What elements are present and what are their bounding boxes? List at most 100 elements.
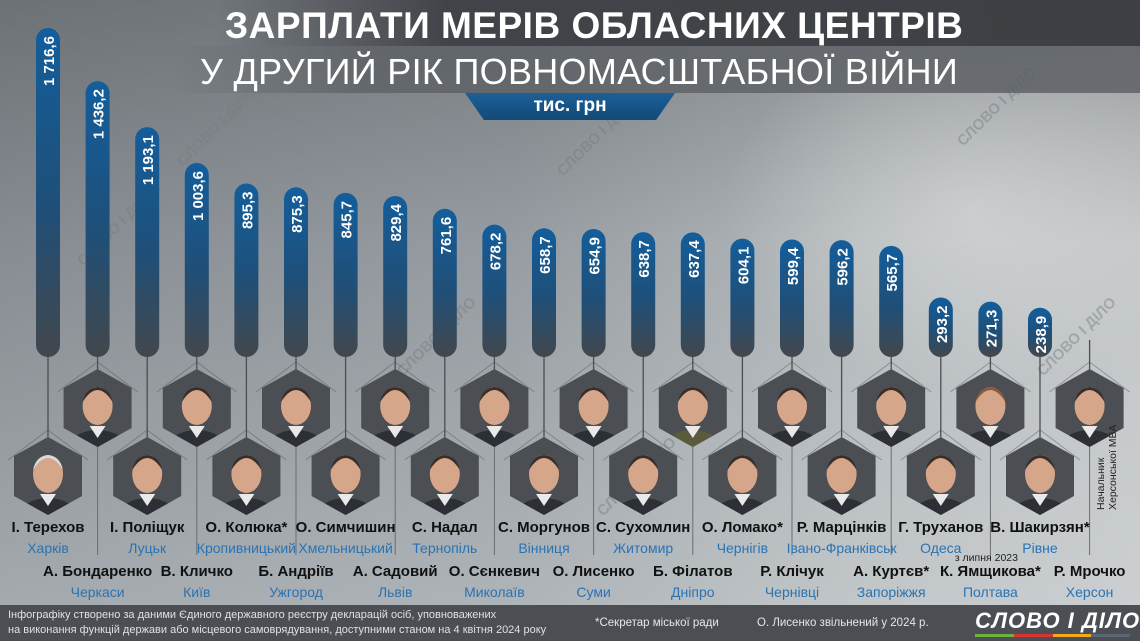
city-name: Чернівці: [765, 584, 819, 600]
bar-value-label: 678,2: [487, 233, 504, 271]
bar-value-label: 761,6: [438, 217, 455, 255]
logo-stripe-segment: [1013, 634, 1053, 637]
name-labels: І. Терехов Харків А. Бондаренко Черкаси І. П…: [12, 425, 1126, 600]
source-line-1: Інфографіку створено за даними Єдиного д…: [8, 609, 497, 621]
bars: 1 716,6 1 436,2 1 193,1 1 003,6 895,3 875,3 84…: [36, 28, 1052, 358]
mayor-name: Г. Труханов: [898, 519, 983, 536]
mayor-name: А. Садовий: [353, 563, 438, 580]
mayor-name: Р. Марцінків: [797, 519, 887, 536]
bar: [284, 187, 308, 357]
city-name: Рівне: [1022, 540, 1058, 556]
bar: [36, 28, 60, 357]
bar: [184, 162, 209, 357]
logo-stripe-segment: [975, 634, 1014, 637]
title-band: ЗАРПЛАТИ МЕРІВ ОБЛАСНИХ ЦЕНТРІВ: [215, 0, 1140, 46]
mayor-name: С. Моргунов: [498, 519, 590, 536]
logo-stripe: [975, 634, 1130, 637]
city-name: Львів: [378, 584, 412, 600]
mayor-name: К. Ямщикова*: [940, 563, 1041, 580]
bar: [135, 127, 160, 358]
hex-outline: [602, 429, 684, 461]
mayor-name: В. Кличко: [161, 563, 233, 580]
mayor-note: з липня 2023: [955, 552, 1018, 564]
hex-outline: [553, 361, 634, 393]
hex-outline: [850, 361, 932, 393]
subtitle-band: У ДРУГИЙ РІК ПОВНОМАСШТАБНОЇ ВІЙНИ: [170, 46, 1140, 93]
mayor-name: Б. Філатов: [653, 563, 733, 580]
city-name: Суми: [576, 584, 610, 600]
hex-outline: [1049, 361, 1130, 393]
bar-value-label: 1 436,2: [91, 89, 108, 139]
bar: [780, 239, 804, 357]
hex-outline: [57, 361, 138, 393]
bar-value-label: 637,4: [686, 240, 703, 278]
bar-value-label: 238,9: [1033, 316, 1050, 354]
mayor-name: Б. Андріїв: [258, 563, 333, 580]
bar: [631, 232, 656, 357]
mayor-name: І. Поліщук: [110, 519, 185, 536]
bar: [829, 240, 854, 357]
mayor-name: О. Сєнкевич: [449, 563, 540, 580]
bar-value-label: 599,4: [785, 247, 802, 285]
hex-outline: [404, 429, 486, 461]
portraits: [14, 369, 1124, 515]
city-name: Київ: [183, 584, 210, 600]
bar-value-label: 895,3: [239, 191, 256, 229]
hex-outline: [999, 429, 1081, 461]
bar-value-label: 1 003,6: [190, 171, 207, 221]
city-name: Миколаїв: [464, 584, 525, 600]
city-name: Вінниця: [518, 540, 569, 556]
mayor-name: О. Колюка*: [205, 519, 287, 536]
bar: [581, 229, 606, 357]
bar: [383, 195, 408, 357]
city-name: Запоріжжя: [857, 584, 926, 600]
bar: [333, 192, 358, 357]
city-name: Луцьк: [128, 540, 167, 556]
mayor-name: В. Шакирзян*: [990, 519, 1090, 536]
bar-value-label: 604,1: [735, 247, 752, 285]
logo-stripe-segment: [1052, 634, 1092, 637]
city-name: Житомир: [613, 540, 673, 556]
mayor-name: О. Ломако*: [702, 519, 783, 536]
bar-value-label: 829,4: [388, 203, 405, 241]
hex-outline: [156, 361, 238, 393]
mayor-name: С. Сухомлин: [596, 519, 690, 536]
city-name: Хмельницький: [298, 540, 392, 556]
page-subtitle: У ДРУГИЙ РІК ПОВНОМАСШТАБНОЇ ВІЙНИ: [200, 51, 959, 92]
bar-value-label: 565,7: [884, 254, 901, 292]
mayor-name: А. Куртєв*: [853, 563, 929, 580]
hex-outline: [7, 429, 89, 461]
mayor-name: Р. Клічук: [760, 563, 824, 580]
hex-outline: [255, 361, 337, 393]
bar: [879, 245, 904, 357]
secretary-footnote: *Секретар міської ради: [595, 617, 719, 629]
bar-value-label: 293,2: [934, 305, 951, 343]
brand-logo: СЛОВО І ДІЛО: [975, 608, 1140, 637]
hex-outline: [305, 429, 386, 461]
mayor-name: О. Симчишин: [296, 519, 396, 536]
bar-value-label: 845,7: [339, 201, 356, 239]
mayor-name: І. Терехов: [12, 519, 85, 536]
hex-outline: [801, 429, 882, 461]
city-name: Херсон: [1066, 584, 1114, 600]
bar: [234, 183, 259, 357]
source-note: Інфографіку створено за даними Єдиного д…: [8, 608, 546, 638]
bar-value-label: 638,7: [636, 240, 653, 278]
lysenko-footnote: О. Лисенко звільнений у 2024 р.: [757, 617, 929, 629]
bar-value-label: 875,3: [289, 195, 306, 233]
hex-outline: [702, 429, 783, 461]
city-name: Івано-Франківськ: [787, 540, 898, 556]
bar: [85, 81, 110, 358]
logo-text: СЛОВО І ДІЛО: [975, 608, 1140, 633]
city-name: Ужгород: [269, 584, 323, 600]
bar: [730, 238, 755, 357]
mayor-role-note: Херсонської МВА: [1107, 425, 1119, 510]
city-name: Одеса: [920, 540, 962, 556]
city-name: Черкаси: [71, 584, 125, 600]
city-name: Тернопіль: [412, 540, 477, 556]
bar-value-label: 271,3: [983, 310, 1000, 348]
hex-outline: [652, 361, 734, 393]
mayor-name: А. Бондаренко: [43, 563, 152, 580]
